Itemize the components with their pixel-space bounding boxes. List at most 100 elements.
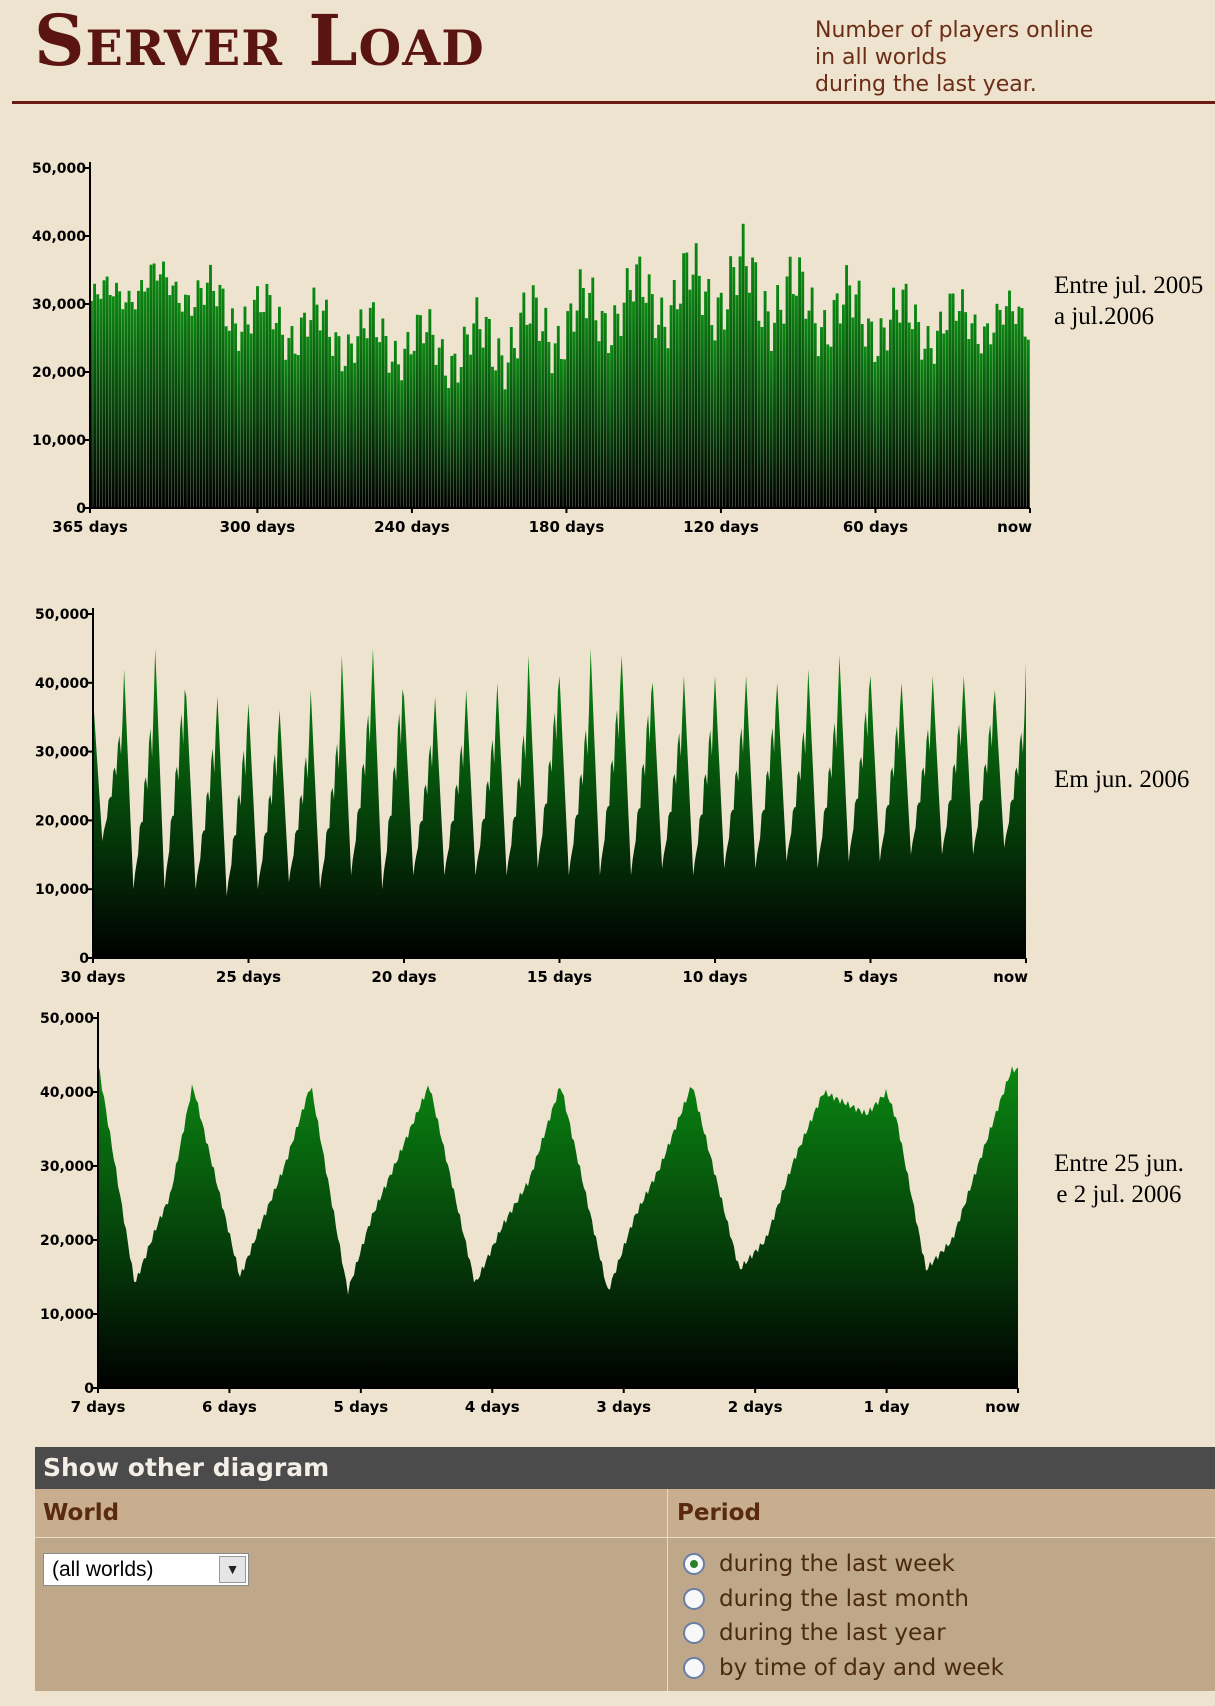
chart-bar (654, 338, 657, 508)
header-divider (12, 101, 1215, 104)
chart-bar (491, 366, 494, 508)
chart-bar (697, 275, 701, 508)
y-tick-label: 30,000 (35, 745, 89, 761)
y-tick-label: 30,000 (32, 297, 86, 313)
chart-bar (528, 323, 532, 508)
x-tick-label: 30 days (60, 968, 125, 986)
chart-bar (218, 284, 222, 508)
chart-bar (898, 322, 902, 508)
chart-bar (340, 371, 344, 508)
chart-bar (867, 318, 870, 508)
chart-bar (318, 330, 322, 508)
chart-bar (722, 329, 726, 508)
chart-bar (710, 325, 714, 508)
chart-bar (293, 353, 297, 508)
chart-bar (1008, 290, 1011, 508)
y-tick-label: 20,000 (35, 813, 89, 829)
chart-bar (773, 322, 776, 508)
chart-bar (672, 280, 676, 508)
chart-bar (992, 332, 996, 508)
radio-daytime[interactable] (683, 1657, 705, 1679)
chart-bar (368, 307, 372, 508)
chart-bar (133, 309, 137, 508)
period-label-month: during the last month (719, 1586, 970, 1612)
chart-bar (466, 334, 469, 508)
period-option-week[interactable]: during the last week (683, 1548, 955, 1580)
chart-bar (989, 344, 993, 508)
chart-bar (337, 336, 341, 508)
x-tick-label: 15 days (527, 968, 592, 986)
chart-bar (616, 313, 620, 508)
y-tick-label: 40,000 (35, 676, 89, 692)
y-tick-label: 10,000 (32, 433, 86, 449)
monthly-load-chart: 0 10,000 20,000 30,000 40,000 50,000 30 days 25… (35, 607, 1028, 986)
chart-bar (961, 289, 964, 508)
period-option-year[interactable]: during the last year (683, 1617, 946, 1649)
period-option-daytime[interactable]: by time of day and week (683, 1652, 1004, 1684)
chart-bar (707, 278, 711, 508)
chart-bar (356, 336, 360, 508)
chart-bar (506, 362, 510, 508)
page-subtitle: Number of players online in all worlds d… (815, 17, 1093, 98)
chart-bar (879, 318, 883, 508)
diagram-selector-panel: Show other diagram World Period (all wor… (35, 1447, 1215, 1691)
x-tick-label: 10 days (682, 968, 747, 986)
chart-bar (462, 326, 466, 508)
note-line: Em jun. 2006 (1054, 766, 1190, 793)
chart-bar (572, 331, 576, 508)
chart-bar (785, 276, 789, 508)
chart-bar (907, 322, 911, 508)
chart-bar (475, 297, 479, 508)
chart-bar (168, 295, 172, 508)
chart-bar (979, 353, 983, 508)
chart-bar (278, 306, 281, 508)
chart-bar (284, 359, 288, 508)
x-tick-label: 120 days (683, 518, 759, 536)
y-tick-label: 50,000 (32, 161, 86, 177)
chart-bar (538, 340, 541, 508)
chart-bar (231, 308, 234, 508)
radio-month[interactable] (683, 1588, 705, 1610)
chart-bar (870, 321, 874, 508)
chart-bar (353, 362, 357, 508)
chart-bar (444, 375, 447, 508)
radio-year[interactable] (683, 1622, 705, 1644)
chart-bar (591, 277, 595, 508)
chart-bar (124, 302, 128, 508)
chart-bar (566, 311, 570, 508)
period-option-month[interactable]: during the last month (683, 1583, 969, 1615)
chart-bar (556, 325, 560, 508)
chart-bar (299, 317, 303, 508)
chart-bar (882, 327, 886, 508)
chart-bar (738, 256, 742, 508)
radio-week[interactable] (683, 1553, 705, 1575)
chart-bar (970, 323, 974, 508)
chart-bar (111, 296, 115, 508)
x-tick-label: 5 days (843, 968, 898, 986)
chart-bar (863, 346, 867, 508)
chart-bar (744, 266, 748, 508)
chart-bar (581, 288, 585, 508)
chart-bar (998, 309, 1002, 508)
chart-bar (262, 311, 266, 508)
chart-bar (585, 318, 588, 508)
chart-bar (838, 323, 842, 508)
chart-bar (732, 267, 736, 508)
chart-bar (171, 285, 175, 508)
chart-bar (575, 310, 579, 508)
y-tick-label: 30,000 (40, 1159, 94, 1175)
world-select[interactable]: (all worlds) ▼ (43, 1553, 249, 1586)
chart-bar (484, 316, 488, 508)
chart-bar (143, 291, 147, 508)
chart-bar (926, 326, 930, 508)
chart-bar (885, 350, 889, 508)
chart-bar (892, 287, 896, 508)
y-tick-label: 20,000 (40, 1233, 94, 1249)
chart-bar (384, 336, 388, 508)
chevron-down-icon[interactable]: ▼ (219, 1556, 246, 1583)
chart-bar (403, 348, 407, 508)
chart-bar (829, 346, 833, 508)
chart-bar (983, 326, 986, 508)
chart-bar (268, 295, 272, 508)
chart-bar (766, 311, 770, 508)
